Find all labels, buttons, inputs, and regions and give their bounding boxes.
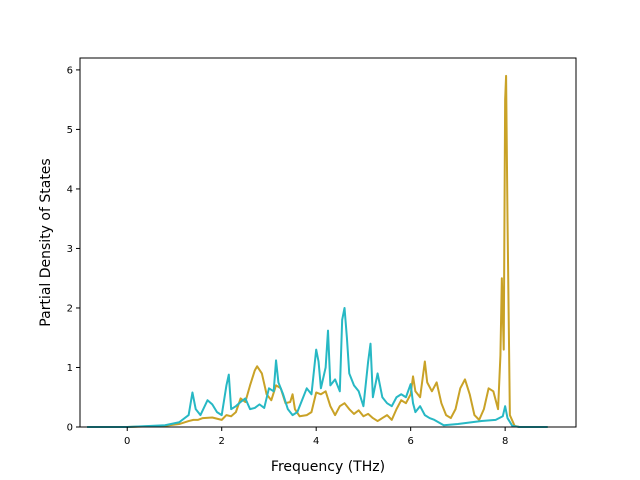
y-tick-label: 5 [67,125,73,136]
x-tick-label: 6 [407,436,413,447]
x-tick-label: 0 [124,436,130,447]
y-tick-label: 6 [67,65,73,76]
y-tick-label: 3 [67,244,73,255]
y-tick-label: 1 [67,363,73,374]
series-line-2 [87,306,548,428]
plot-area [80,58,576,427]
y-axis-label: Partial Density of States [38,158,54,326]
plot-frame [79,57,577,428]
y-tick-label: 4 [67,184,73,195]
x-tick-label: 2 [219,436,225,447]
x-axis-label: Frequency (THz) [271,459,385,475]
x-tick-label: 4 [313,436,319,447]
y-tick-label: 0 [67,423,73,434]
x-axis-ticks: 0 2 4 6 8 [124,427,508,447]
x-tick-label: 8 [502,436,508,447]
y-axis-ticks: 0 1 2 3 4 5 6 [67,65,80,434]
y-tick-label: 2 [67,303,73,314]
series-layer [87,74,548,428]
